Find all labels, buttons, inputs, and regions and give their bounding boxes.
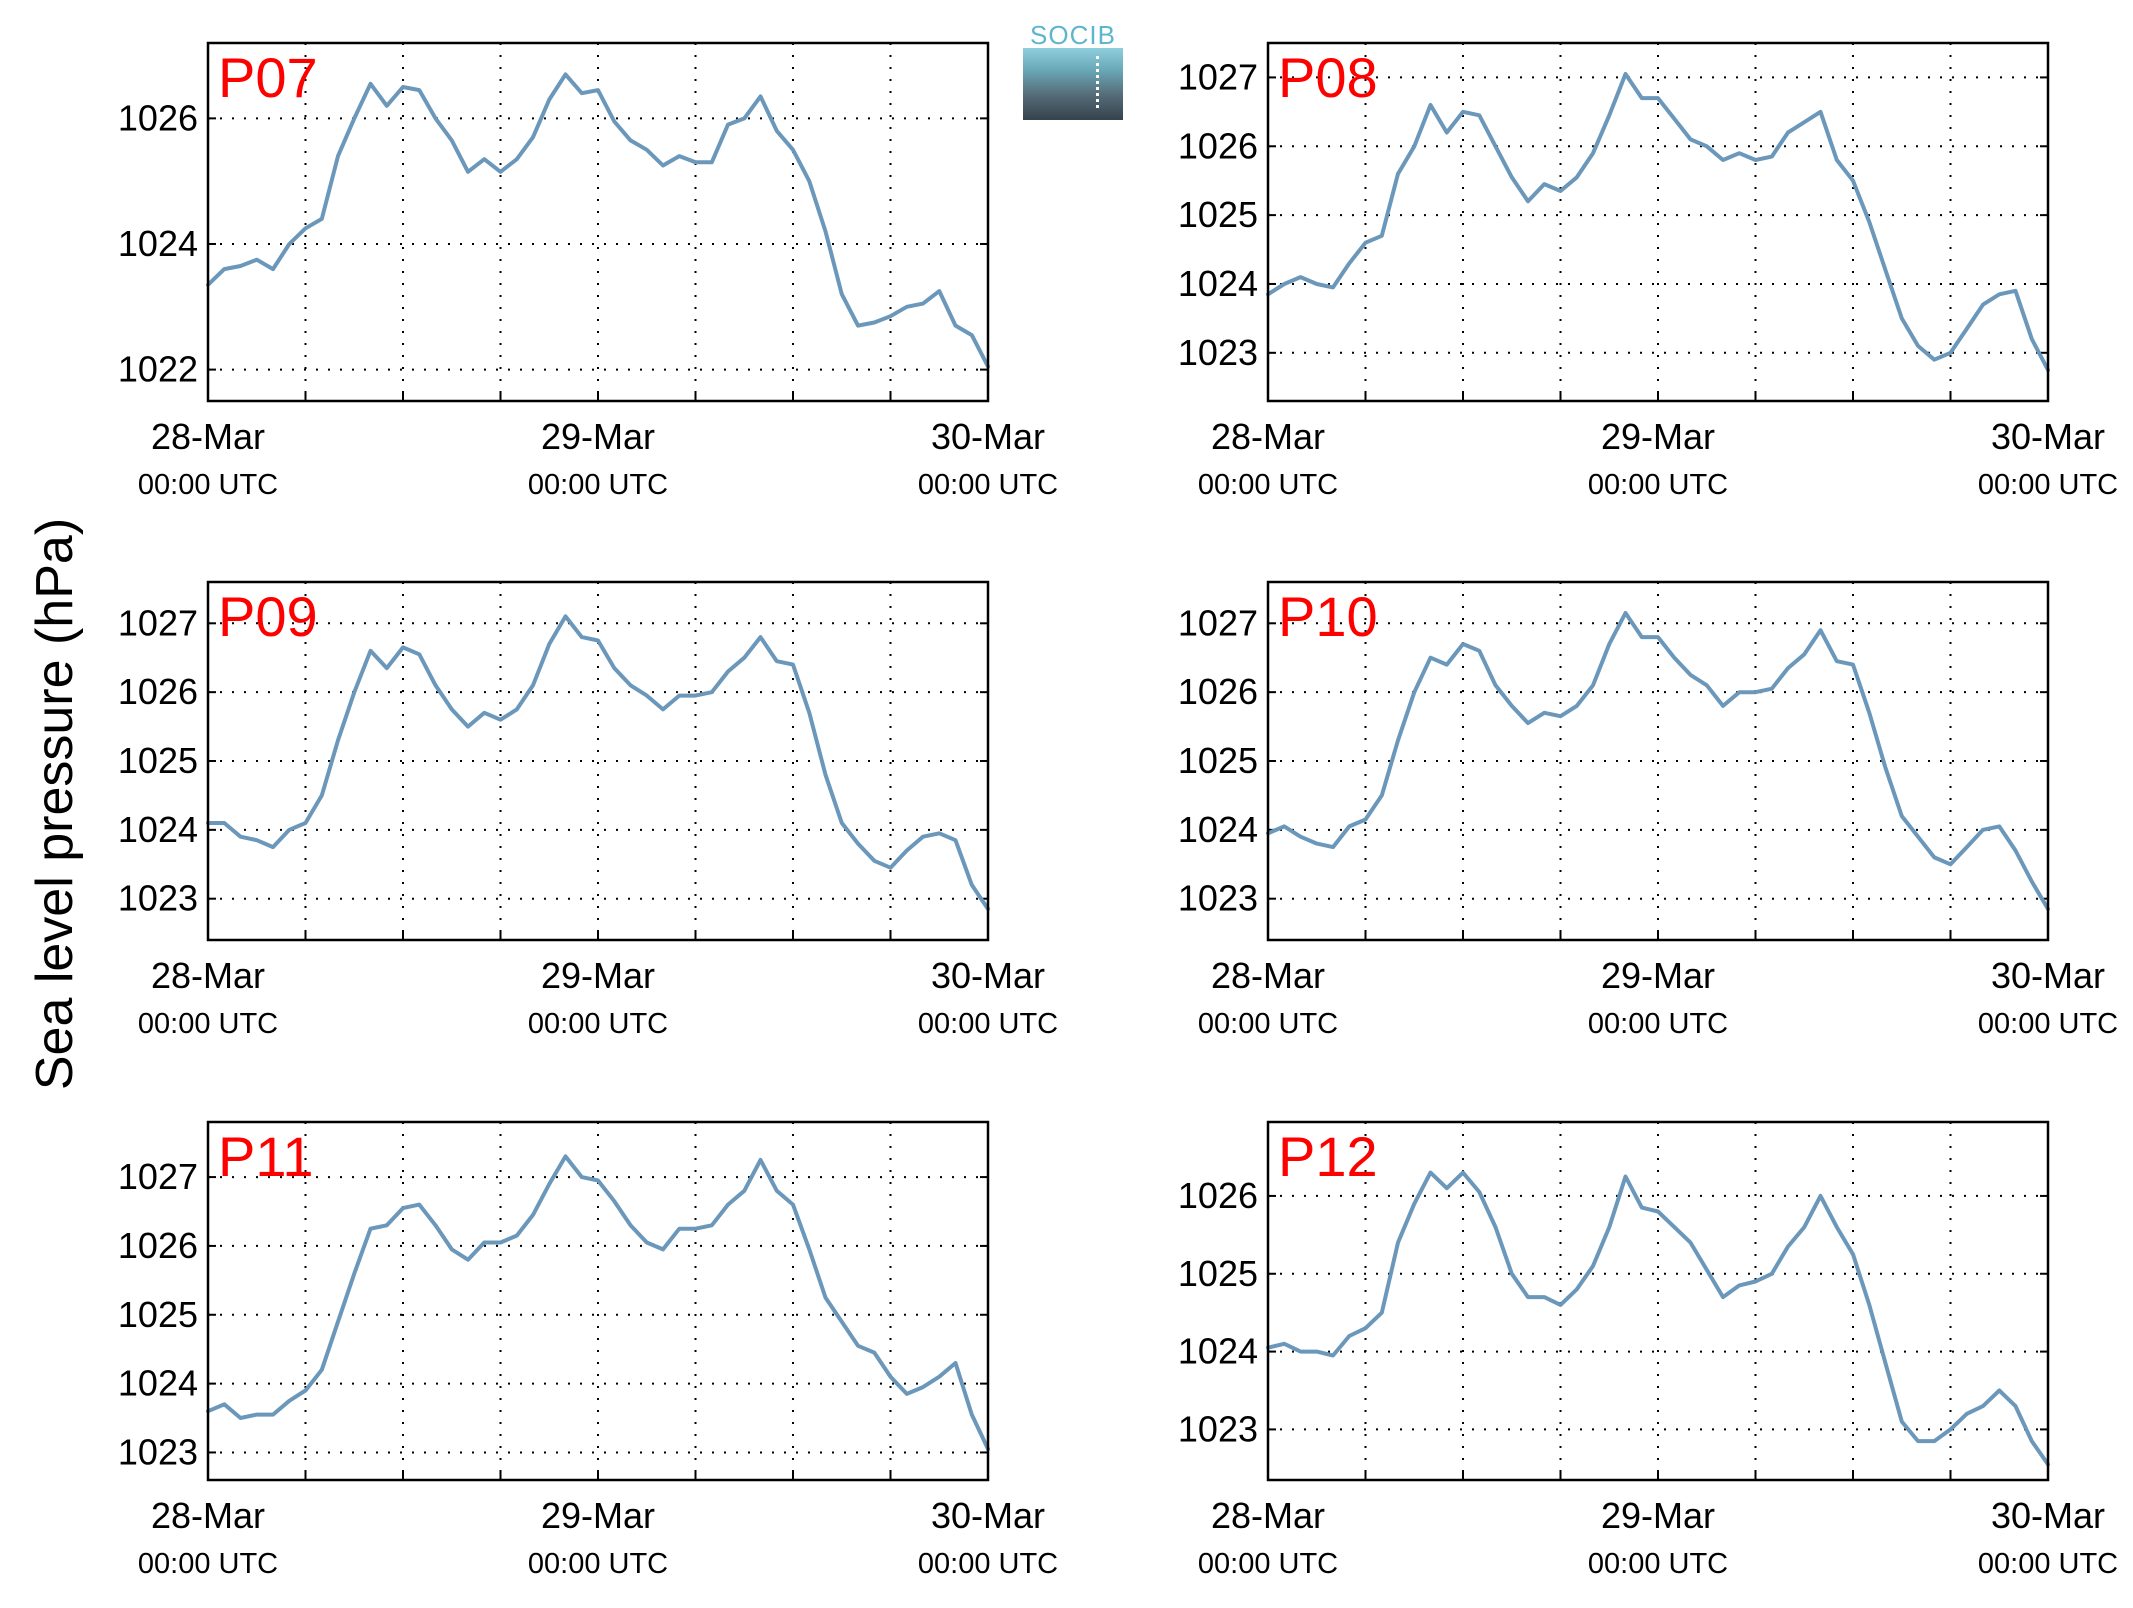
x-tick-label-time: 00:00 UTC	[918, 1008, 1058, 1040]
panel-p08: 1023 1024 1025 1026 1027 28-Mar 00:00 UTC 29-Ma…	[1178, 41, 2118, 501]
axes-frame	[206, 1120, 990, 1482]
x-tick-label-date: 28-Mar	[151, 1495, 265, 1536]
x-tick-label-date: 29-Mar	[1601, 416, 1715, 457]
y-tick-label: 1024	[1178, 809, 1258, 850]
axes-frame	[206, 580, 990, 942]
x-tick-label-time: 00:00 UTC	[528, 1008, 668, 1040]
y-tick-label: 1026	[118, 97, 198, 138]
panel-label: P09	[218, 585, 318, 648]
y-tick-label: 1025	[118, 740, 198, 781]
pressure-line	[1266, 72, 2050, 372]
y-tick-label: 1023	[1178, 1408, 1258, 1449]
y-tick-label: 1027	[1178, 56, 1258, 97]
x-tick-label-date: 29-Mar	[541, 1495, 655, 1536]
x-tick-label-date: 30-Mar	[931, 416, 1045, 457]
axes-frame	[206, 41, 990, 403]
panel-label: P07	[218, 46, 318, 109]
panel-p07: 1022 1024 1026 28-Mar 00:00 UTC 29-Mar 00:00 U…	[118, 41, 1058, 501]
x-tick-label-time: 00:00 UTC	[1198, 469, 1338, 501]
x-tick-label-date: 28-Mar	[1211, 1495, 1325, 1536]
logo-text: SOCIB	[1030, 20, 1116, 50]
logo-dotted-line	[1096, 56, 1099, 108]
y-tick-label: 1025	[1178, 194, 1258, 235]
pressure-line	[1266, 611, 2050, 911]
panel-label: P08	[1278, 46, 1378, 109]
y-tick-label: 1023	[1178, 332, 1258, 373]
pressure-line	[206, 72, 990, 369]
x-tick-label-time: 00:00 UTC	[1588, 1008, 1728, 1040]
x-tick-label-date: 30-Mar	[1991, 955, 2105, 996]
y-tick-label: 1024	[118, 1363, 198, 1404]
x-tick-label-date: 30-Mar	[1991, 1495, 2105, 1536]
panel-label: P12	[1278, 1125, 1378, 1188]
x-tick-label-time: 00:00 UTC	[1978, 469, 2118, 501]
x-tick-label-date: 30-Mar	[931, 955, 1045, 996]
y-tick-label: 1024	[118, 223, 198, 264]
axes-frame	[1266, 1120, 2050, 1482]
pressure-line	[206, 614, 990, 911]
x-tick-label-date: 28-Mar	[1211, 416, 1325, 457]
y-axis-label: Sea level pressure (hPa)	[26, 517, 84, 1091]
y-tick-label: 1023	[118, 1431, 198, 1472]
x-tick-label-time: 00:00 UTC	[1588, 469, 1728, 501]
x-tick-label-time: 00:00 UTC	[1588, 1548, 1728, 1580]
y-tick-label: 1026	[1178, 125, 1258, 166]
x-tick-label-date: 29-Mar	[541, 416, 655, 457]
axes-frame	[1266, 580, 2050, 942]
pressure-line	[206, 1154, 990, 1451]
y-tick-label: 1026	[118, 671, 198, 712]
panel-p12: 1023 1024 1025 1026 28-Mar 00:00 UTC 29-Mar 00:…	[1178, 1120, 2118, 1580]
y-tick-label: 1023	[118, 878, 198, 919]
panel-p10: 1023 1024 1025 1026 1027 28-Mar 00:00 UTC 29-Ma…	[1178, 580, 2118, 1040]
y-tick-label: 1024	[118, 809, 198, 850]
x-tick-label-date: 29-Mar	[541, 955, 655, 996]
x-tick-label-time: 00:00 UTC	[138, 469, 278, 501]
x-tick-label-time: 00:00 UTC	[918, 1548, 1058, 1580]
x-tick-label-time: 00:00 UTC	[918, 469, 1058, 501]
panel-p11: 1023 1024 1025 1026 1027 28-Mar 00:00 UTC 29-Ma…	[118, 1120, 1058, 1580]
panel-p09: 1023 1024 1025 1026 1027 28-Mar 00:00 UTC 29-Ma…	[118, 580, 1058, 1040]
y-tick-label: 1026	[1178, 671, 1258, 712]
x-tick-label-time: 00:00 UTC	[1198, 1008, 1338, 1040]
x-tick-label-time: 00:00 UTC	[1198, 1548, 1338, 1580]
y-tick-label: 1025	[1178, 740, 1258, 781]
x-tick-label-date: 28-Mar	[1211, 955, 1325, 996]
logo-graphic	[1023, 48, 1123, 120]
x-tick-label-time: 00:00 UTC	[138, 1008, 278, 1040]
x-tick-label-date: 29-Mar	[1601, 1495, 1715, 1536]
y-tick-label: 1026	[118, 1225, 198, 1266]
y-tick-label: 1025	[118, 1294, 198, 1335]
y-tick-label: 1026	[1178, 1175, 1258, 1216]
y-tick-label: 1027	[1178, 602, 1258, 643]
y-tick-label: 1024	[1178, 263, 1258, 304]
y-tick-label: 1027	[118, 1156, 198, 1197]
x-tick-label-time: 00:00 UTC	[1978, 1548, 2118, 1580]
panel-label: P11	[218, 1125, 313, 1188]
x-tick-label-date: 30-Mar	[931, 1495, 1045, 1536]
x-tick-label-time: 00:00 UTC	[528, 469, 668, 501]
x-tick-label-time: 00:00 UTC	[1978, 1008, 2118, 1040]
x-tick-label-date: 28-Mar	[151, 416, 265, 457]
axes-frame	[1266, 41, 2050, 403]
y-tick-label: 1022	[118, 349, 198, 390]
x-tick-label-time: 00:00 UTC	[528, 1548, 668, 1580]
y-tick-label: 1027	[118, 602, 198, 643]
y-tick-label: 1024	[1178, 1331, 1258, 1372]
x-tick-label-date: 30-Mar	[1991, 416, 2105, 457]
panel-label: P10	[1278, 585, 1378, 648]
x-tick-label-time: 00:00 UTC	[138, 1548, 278, 1580]
x-tick-label-date: 29-Mar	[1601, 955, 1715, 996]
y-tick-label: 1025	[1178, 1253, 1258, 1294]
pressure-line	[1266, 1170, 2050, 1467]
x-tick-label-date: 28-Mar	[151, 955, 265, 996]
y-tick-label: 1023	[1178, 878, 1258, 919]
socib-logo: SOCIB	[1023, 20, 1123, 120]
